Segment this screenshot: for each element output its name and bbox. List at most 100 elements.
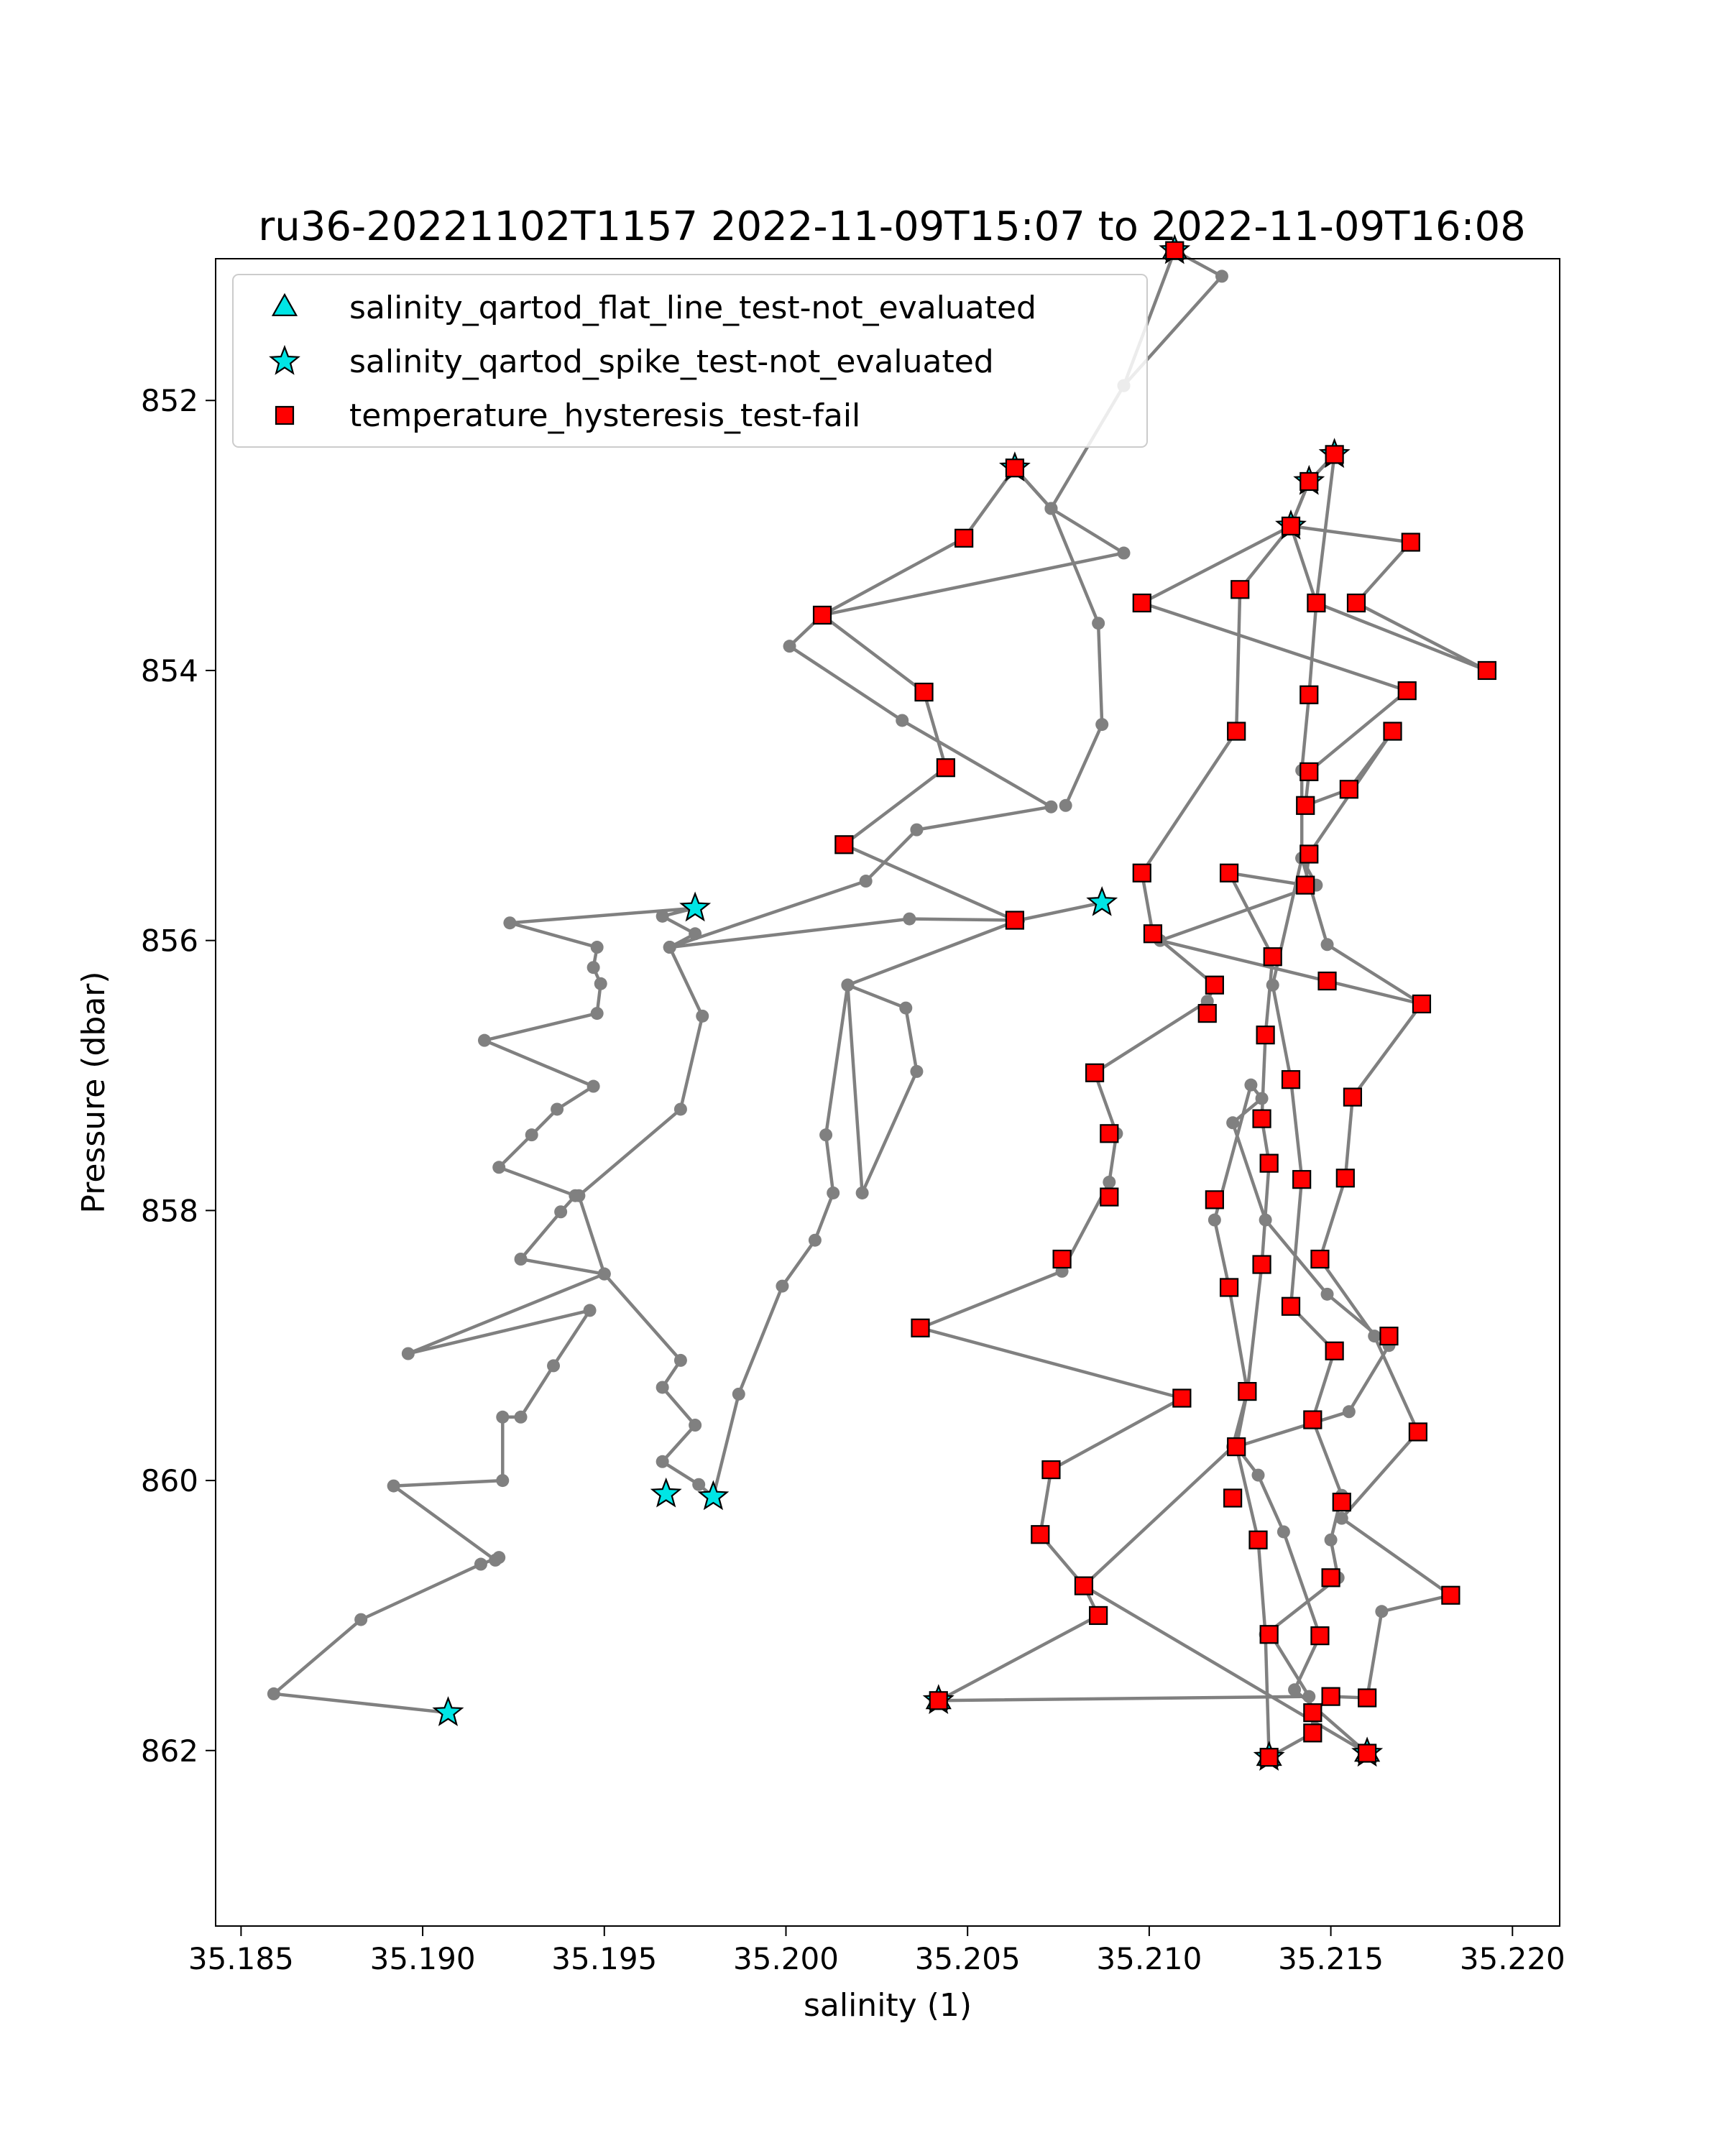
- square-marker-2: [954, 528, 974, 548]
- profile-point-8-13: [1208, 1213, 1221, 1227]
- profile-point-1-4: [896, 714, 909, 727]
- profile-point-0-32: [673, 1102, 687, 1116]
- profile-point-0-15: [554, 1205, 568, 1219]
- square-marker-54: [1172, 1388, 1192, 1408]
- profile-point-1-2: [910, 823, 924, 837]
- square-marker-27: [1296, 875, 1315, 895]
- profile-point-8-3: [1276, 1525, 1290, 1539]
- x-tick-label-1: 35.190: [370, 1941, 476, 1976]
- square-marker-64: [1074, 1576, 1094, 1595]
- profile-point-0-36: [656, 1381, 669, 1394]
- profile-point-1-0: [663, 941, 676, 954]
- square-marker-28: [1143, 924, 1163, 944]
- square-marker-68: [1310, 1626, 1330, 1646]
- square-marker-61: [1248, 1530, 1268, 1549]
- square-marker-20: [1383, 722, 1402, 741]
- square-marker-59: [1223, 1488, 1243, 1508]
- square-marker-49: [1281, 1296, 1301, 1316]
- profile-point-4-8: [1103, 1175, 1116, 1189]
- square-marker-17: [1397, 681, 1417, 701]
- profile-point-0-23: [594, 977, 607, 990]
- x-tick-label-5: 35.210: [1096, 1941, 1202, 1976]
- x-tick-label-4: 35.205: [915, 1941, 1021, 1976]
- profile-point-0-50: [841, 978, 855, 992]
- plot-frame: [215, 258, 1560, 1927]
- square-marker-25: [1219, 863, 1239, 883]
- profile-point-0-42: [776, 1279, 789, 1293]
- profile-point-1-1: [859, 875, 873, 888]
- legend-label-2: temperature_hysteresis_test-fail: [349, 397, 860, 434]
- square-marker-74: [1259, 1748, 1279, 1767]
- profile-point-0-20: [586, 1079, 600, 1093]
- profile-point-0-34: [597, 1267, 611, 1281]
- profile-point-0-11: [583, 1304, 597, 1317]
- y-tick-label-3: 858: [141, 1193, 198, 1228]
- profile-point-0-26: [503, 916, 517, 930]
- profile-point-6-5: [1375, 1605, 1389, 1618]
- legend-label-1: salinity_qartod_spike_test-not_evaluated: [349, 344, 994, 380]
- square-marker-50: [911, 1318, 930, 1337]
- x-tick-label-2: 35.195: [551, 1941, 657, 1976]
- profile-point-1-7: [1117, 546, 1131, 560]
- y-tick-label-2: 856: [141, 923, 198, 959]
- square-marker-32: [1412, 994, 1432, 1014]
- profile-line-1: [669, 466, 1126, 949]
- square-marker-7: [1005, 911, 1024, 930]
- profile-point-2-2: [1092, 617, 1105, 630]
- x-tick-label-6: 35.215: [1278, 1941, 1384, 1976]
- profile-point-0-43: [808, 1233, 822, 1247]
- star-marker-1: [1086, 886, 1118, 916]
- y-tick-label-5: 862: [141, 1733, 198, 1769]
- profile-point-0-39: [692, 1478, 706, 1491]
- profile-point-0-9: [514, 1410, 528, 1424]
- profile-line-7: [938, 856, 1422, 1703]
- square-marker-6: [834, 835, 854, 854]
- profile-point-0-12: [401, 1347, 415, 1360]
- star-marker-0: [679, 891, 712, 922]
- profile-point-0-6: [387, 1479, 400, 1493]
- profile-point-0-33: [572, 1189, 586, 1202]
- square-marker-51: [1379, 1326, 1399, 1346]
- square-marker-57: [1227, 1437, 1246, 1457]
- y-tick-label-1: 854: [141, 653, 198, 688]
- square-marker-22: [1339, 780, 1358, 799]
- square-marker-66: [1089, 1606, 1108, 1626]
- square-marker-40: [1259, 1153, 1279, 1173]
- profile-point-0-14: [514, 1253, 528, 1266]
- square-marker-33: [1197, 1004, 1217, 1023]
- square-marker-73: [1303, 1723, 1322, 1743]
- square-marker-23: [1296, 796, 1315, 815]
- square-marker-8: [1281, 516, 1301, 536]
- square-marker-24: [1300, 844, 1319, 864]
- legend-marker-2: [275, 405, 295, 425]
- square-marker-71: [929, 1691, 948, 1710]
- square-marker-13: [1132, 593, 1151, 613]
- square-marker-10: [1325, 445, 1344, 464]
- profile-point-3-2: [1215, 270, 1228, 283]
- profile-point-0-2: [354, 1613, 368, 1626]
- profile-point-6-14: [1320, 938, 1334, 952]
- square-marker-70: [1358, 1688, 1377, 1708]
- profile-point-0-25: [590, 941, 604, 954]
- profile-point-0-21: [478, 1033, 491, 1047]
- profile-point-0-49: [855, 1186, 869, 1199]
- square-marker-9: [1300, 471, 1319, 492]
- profile-point-0-17: [492, 1161, 506, 1174]
- square-marker-11: [1401, 533, 1420, 552]
- chart-title: ru36-20221102T1157 2022-11-09T15:07 to 2…: [258, 203, 1525, 250]
- square-marker-21: [1300, 762, 1319, 781]
- profile-point-0-44: [827, 1186, 840, 1199]
- star-marker-4: [432, 1696, 464, 1726]
- profile-point-0-45: [819, 1128, 833, 1142]
- square-marker-43: [1100, 1187, 1119, 1207]
- profile-point-2-3: [1095, 718, 1109, 732]
- profile-point-7-4: [1324, 1533, 1338, 1547]
- profile-point-0-7: [496, 1474, 510, 1488]
- square-marker-29: [1263, 947, 1282, 967]
- profile-point-8-8: [1320, 1287, 1334, 1301]
- profile-point-8-6: [1342, 1405, 1356, 1419]
- x-tick-label-3: 35.200: [733, 1941, 839, 1976]
- profile-point-0-41: [732, 1387, 745, 1401]
- y-tick-label-4: 860: [141, 1463, 198, 1498]
- square-marker-3: [812, 605, 832, 625]
